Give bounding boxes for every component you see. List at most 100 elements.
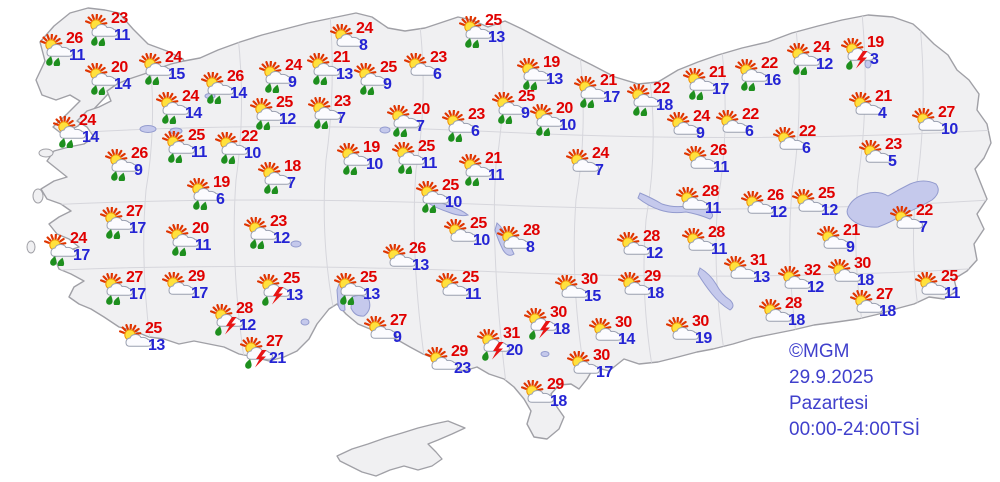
sun-behind-cloud-with-rain-icon — [215, 131, 251, 166]
min-temp: 6 — [433, 66, 442, 83]
sun-behind-cloud-with-rain-icon — [735, 58, 771, 93]
max-temp: 25 — [470, 215, 487, 232]
max-temp: 22 — [916, 202, 933, 219]
max-temp: 19 — [213, 174, 230, 191]
sun-behind-cloud-with-rain-icon — [517, 57, 553, 92]
sun-behind-cloud-with-rain-icon — [162, 130, 198, 165]
max-temp: 27 — [126, 203, 143, 220]
sun-behind-cloud-with-rain-icon — [354, 62, 390, 97]
max-temp: 25 — [380, 59, 397, 76]
sun-behind-cloud-icon — [566, 148, 602, 181]
min-temp: 13 — [363, 286, 380, 303]
min-temp: 11 — [114, 27, 130, 44]
min-temp: 6 — [471, 123, 480, 140]
min-temp: 20 — [506, 342, 523, 359]
max-temp: 20 — [192, 220, 209, 237]
sun-behind-cloud-with-rain-icon — [337, 142, 373, 177]
sun-behind-cloud-with-rain-icon — [156, 91, 192, 126]
min-temp: 7 — [919, 219, 928, 236]
min-temp: 10 — [244, 145, 261, 162]
min-temp: 10 — [445, 194, 462, 211]
min-temp: 9 — [521, 105, 530, 122]
max-temp: 25 — [941, 268, 958, 285]
max-temp: 25 — [276, 94, 293, 111]
sun-behind-cloud-with-rain-icon — [459, 15, 495, 50]
max-temp: 23 — [468, 106, 485, 123]
sun-behind-cloud-with-rain-icon — [244, 216, 280, 251]
sun-behind-cloud-icon — [555, 274, 591, 307]
sun-behind-cloud-with-rain-icon — [53, 115, 89, 150]
min-temp: 14 — [185, 105, 202, 122]
max-temp: 26 — [710, 142, 727, 159]
max-temp: 28 — [523, 222, 540, 239]
sun-cloud-thunderstorm-icon — [257, 273, 293, 306]
forecast-time-range: 00:00-24:00TSİ — [789, 419, 920, 440]
sun-behind-cloud-icon — [859, 139, 895, 172]
sun-behind-cloud-with-rain-icon — [100, 272, 136, 307]
max-temp: 19 — [867, 34, 884, 51]
max-temp: 29 — [451, 343, 468, 360]
min-temp: 16 — [764, 72, 781, 89]
sun-behind-cloud-with-rain-icon — [308, 96, 344, 131]
min-temp: 8 — [526, 239, 535, 256]
sun-behind-cloud-icon — [497, 225, 533, 258]
sun-behind-cloud-icon — [684, 145, 720, 178]
sun-behind-cloud-with-rain-icon — [787, 42, 823, 77]
max-temp: 25 — [145, 320, 162, 337]
sun-behind-cloud-with-rain-icon — [259, 60, 295, 95]
sun-cloud-thunderstorm-icon — [524, 307, 560, 340]
sun-behind-cloud-icon — [436, 272, 472, 305]
min-temp: 10 — [559, 117, 576, 134]
min-temp: 7 — [416, 118, 425, 135]
sun-behind-cloud-icon — [724, 255, 760, 288]
sun-behind-cloud-with-rain-icon — [139, 52, 175, 87]
sun-behind-cloud-with-rain-icon — [530, 103, 566, 138]
min-temp: 9 — [288, 74, 297, 91]
sun-behind-cloud-icon — [444, 218, 480, 251]
min-temp: 14 — [618, 331, 635, 348]
min-temp: 10 — [473, 232, 490, 249]
min-temp: 17 — [596, 364, 613, 381]
max-temp: 25 — [418, 138, 435, 155]
sun-behind-cloud-icon — [666, 316, 702, 349]
sun-behind-cloud-with-rain-icon — [44, 233, 80, 268]
sun-behind-cloud-icon — [716, 109, 752, 142]
max-temp: 32 — [804, 262, 821, 279]
min-temp: 11 — [421, 155, 437, 172]
max-temp: 29 — [547, 376, 564, 393]
max-temp: 28 — [785, 295, 802, 312]
min-temp: 7 — [337, 110, 346, 127]
sun-behind-cloud-with-rain-icon — [85, 62, 121, 97]
max-temp: 27 — [938, 104, 955, 121]
max-temp: 24 — [79, 112, 96, 129]
min-temp: 13 — [286, 287, 303, 304]
sun-behind-cloud-with-rain-icon — [258, 161, 294, 196]
sun-behind-cloud-with-rain-icon — [250, 97, 286, 132]
forecast-date: 29.9.2025 — [789, 367, 874, 388]
map-region-thrace — [35, 7, 188, 135]
max-temp: 20 — [556, 100, 573, 117]
sun-behind-cloud-icon — [773, 126, 809, 159]
sun-behind-cloud-with-rain-icon — [627, 83, 663, 118]
min-temp: 12 — [807, 279, 824, 296]
sun-behind-cloud-icon — [521, 379, 557, 412]
sun-behind-cloud-icon — [162, 271, 198, 304]
sun-behind-cloud-with-rain-icon — [574, 75, 610, 110]
max-temp: 25 — [818, 185, 835, 202]
min-temp: 14 — [82, 129, 99, 146]
sun-behind-cloud-with-rain-icon — [392, 141, 428, 176]
sun-behind-cloud-icon — [890, 205, 926, 238]
max-temp: 24 — [165, 49, 182, 66]
min-temp: 6 — [802, 140, 811, 157]
max-temp: 28 — [643, 228, 660, 245]
min-temp: 12 — [821, 202, 838, 219]
max-temp: 25 — [442, 177, 459, 194]
sun-behind-cloud-with-rain-icon — [387, 104, 423, 139]
max-temp: 27 — [876, 286, 893, 303]
sun-behind-cloud-icon — [364, 315, 400, 348]
min-temp: 18 — [788, 312, 805, 329]
max-temp: 20 — [413, 101, 430, 118]
max-temp: 24 — [70, 230, 87, 247]
sun-cloud-thunderstorm-icon — [477, 328, 513, 361]
